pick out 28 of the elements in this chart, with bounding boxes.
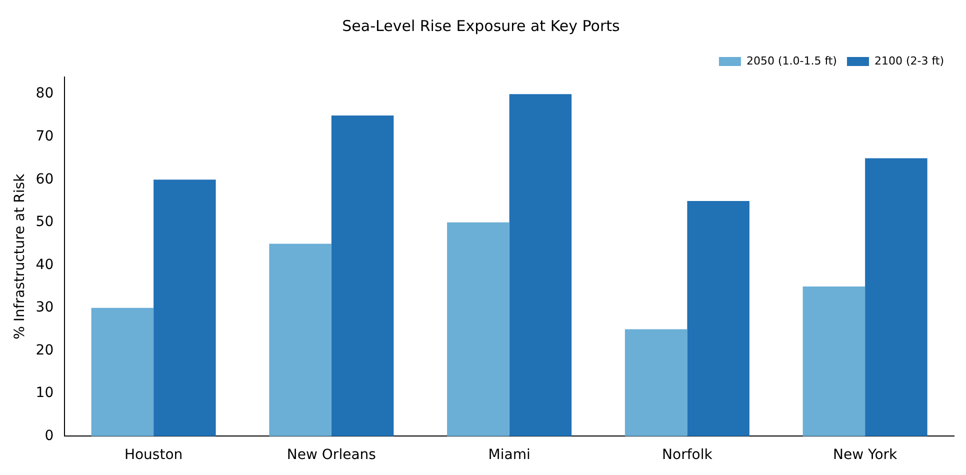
bar — [331, 115, 394, 436]
y-tick-label: 10 — [36, 385, 54, 402]
chart-title: Sea-Level Rise Exposure at Key Ports — [342, 16, 620, 35]
bar — [624, 329, 688, 436]
legend-label: 2050 (1.0-1.5 ft) — [746, 54, 837, 68]
legend-label: 2100 (2-3 ft) — [874, 54, 944, 68]
y-tick-label: 80 — [36, 86, 54, 102]
y-tick-label: 40 — [36, 256, 54, 273]
x-tick-label: New York — [833, 447, 898, 464]
y-tick-label: 50 — [36, 214, 54, 230]
y-tick-label: 60 — [36, 171, 54, 188]
y-tick-label: 20 — [36, 342, 54, 358]
x-tick-label: Norfolk — [662, 447, 714, 464]
bar — [509, 94, 572, 436]
y-tick-label: 0 — [44, 428, 54, 444]
bar — [269, 244, 332, 436]
bar — [865, 158, 928, 436]
y-axis-title: % Infrastructure at Risk — [12, 172, 28, 340]
y-tick-label: 70 — [36, 128, 54, 145]
bar — [91, 308, 154, 436]
bar — [802, 286, 866, 436]
bar — [447, 222, 510, 436]
x-tick-label: Houston — [124, 447, 183, 464]
bar — [687, 201, 750, 436]
bar — [154, 180, 216, 436]
y-tick-label: 30 — [36, 300, 54, 316]
x-tick-label: New Orleans — [286, 447, 376, 464]
x-tick-label: Miami — [488, 447, 530, 464]
